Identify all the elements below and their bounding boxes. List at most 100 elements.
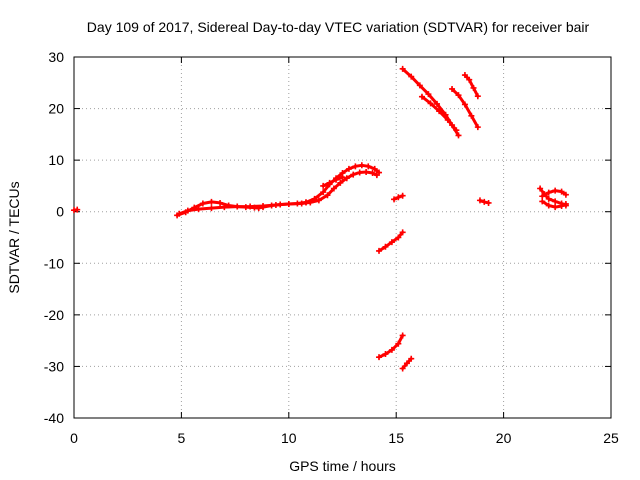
data-point: [481, 198, 488, 205]
data-point: [545, 195, 552, 202]
y-tick-label: 10: [48, 152, 64, 168]
data-point: [74, 206, 81, 213]
chart-title: Day 109 of 2017, Sidereal Day-to-day VTE…: [87, 19, 590, 35]
data-point: [376, 354, 383, 361]
x-tick-label: 10: [281, 430, 297, 446]
data-point: [343, 175, 350, 182]
data-point: [371, 165, 378, 172]
data-point: [388, 346, 395, 353]
data-point: [562, 200, 569, 207]
data-segment: [463, 73, 480, 98]
data-point: [474, 124, 481, 131]
data-point: [399, 365, 406, 372]
y-tick-label: 20: [48, 101, 64, 117]
data-point: [399, 332, 406, 339]
data-point: [260, 203, 267, 210]
data-point: [552, 204, 559, 211]
grid: [74, 57, 611, 418]
data-point: [320, 189, 327, 196]
data-point: [485, 199, 492, 206]
data-point: [552, 187, 559, 194]
data-point: [365, 163, 372, 170]
data-point: [388, 239, 395, 246]
data-point: [217, 199, 224, 206]
data-point: [339, 174, 346, 181]
data-point: [395, 340, 402, 347]
data-series: [71, 65, 569, 372]
data-point: [449, 85, 456, 92]
data-point: [358, 162, 365, 169]
data-point: [552, 198, 559, 205]
plot-frame: [73, 56, 612, 419]
axis-ticks: 0 5 10 15 20 25 -40 -30 -20 -10 0 10 20 30: [44, 49, 619, 446]
data-point: [470, 84, 477, 91]
data-point: [195, 206, 202, 213]
data-point: [403, 360, 410, 367]
data-point: [285, 200, 292, 207]
data-point: [272, 202, 279, 209]
x-tick-label: 0: [70, 430, 78, 446]
data-point: [545, 189, 552, 196]
data-point: [395, 194, 402, 201]
data-point: [474, 93, 481, 100]
data-point: [221, 204, 228, 211]
data-point: [324, 192, 331, 199]
data-point: [436, 108, 443, 115]
data-point: [307, 199, 314, 206]
data-point: [539, 193, 546, 200]
data-point: [399, 229, 406, 236]
data-point: [363, 169, 370, 176]
data-point: [247, 203, 254, 210]
data-point: [345, 165, 352, 172]
data-point: [434, 100, 441, 107]
y-tick-label: -20: [44, 307, 64, 323]
data-point: [427, 100, 434, 107]
data-point: [199, 200, 206, 207]
data-point: [333, 176, 340, 183]
data-point: [382, 243, 389, 250]
data-point: [376, 247, 383, 254]
data-point: [461, 101, 468, 108]
data-point: [455, 92, 462, 99]
data-point: [369, 170, 376, 177]
data-point: [208, 198, 215, 205]
data-point: [466, 76, 473, 83]
data-point: [418, 93, 425, 100]
data-point: [382, 351, 389, 358]
data-point: [562, 191, 569, 198]
data-point: [373, 172, 380, 179]
x-tick-label: 25: [603, 430, 619, 446]
data-point: [537, 185, 544, 192]
data-point: [315, 197, 322, 204]
y-tick-label: -30: [44, 358, 64, 374]
data-segment: [321, 175, 344, 188]
data-point: [539, 198, 546, 205]
y-tick-label: 0: [56, 204, 64, 220]
data-point: [326, 179, 333, 186]
data-point: [350, 171, 357, 178]
data-point: [320, 182, 327, 189]
x-tick-label: 20: [496, 430, 512, 446]
data-point: [337, 179, 344, 186]
data-point: [356, 169, 363, 176]
data-point: [444, 116, 451, 123]
data-point: [408, 73, 415, 80]
data-point: [558, 188, 565, 195]
data-point: [234, 203, 241, 210]
data-point: [461, 72, 468, 79]
data-point: [298, 200, 305, 207]
data-point: [176, 210, 183, 217]
data-point: [391, 196, 398, 203]
y-tick-label: 30: [48, 49, 64, 65]
y-tick-label: -40: [44, 410, 64, 426]
data-point: [476, 197, 483, 204]
data-point: [453, 127, 460, 134]
data-point: [408, 355, 415, 362]
data-point: [545, 202, 552, 209]
data-point: [399, 65, 406, 72]
data-point: [468, 112, 475, 119]
data-point: [399, 192, 406, 199]
data-point: [208, 205, 215, 212]
data-point: [455, 132, 462, 139]
